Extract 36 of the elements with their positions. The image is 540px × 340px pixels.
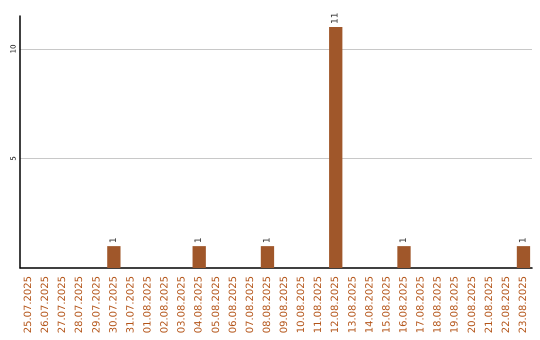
- data-label: 1: [108, 237, 119, 244]
- x-tick-label: 26.07.2025: [40, 276, 52, 334]
- x-tick-label: 30.07.2025: [108, 276, 120, 334]
- x-tick-label: 03.08.2025: [176, 276, 188, 334]
- x-tick-label: 21.08.2025: [484, 276, 495, 334]
- x-tick-label: 18.08.2025: [432, 276, 444, 334]
- x-tick-label: 31.07.2025: [125, 276, 136, 334]
- x-tick-label: 11.08.2025: [313, 276, 324, 334]
- x-tick-label: 25.07.2025: [23, 276, 34, 334]
- x-tick-label: 02.08.2025: [160, 276, 171, 334]
- x-tick-label: 28.07.2025: [74, 276, 86, 334]
- x-tick-label: 17.08.2025: [416, 276, 427, 334]
- x-tick-label: 22.08.2025: [500, 276, 512, 334]
- x-tick-label: 04.08.2025: [194, 276, 205, 334]
- data-label: 11: [330, 12, 341, 24]
- x-tick-label: 19.08.2025: [450, 276, 461, 334]
- x-tick-label: 29.07.2025: [91, 276, 102, 334]
- x-tick-label: 10.08.2025: [296, 276, 308, 334]
- data-label: 1: [518, 237, 528, 244]
- x-tick-label: 15.08.2025: [381, 276, 392, 334]
- x-tick-label: 20.08.2025: [466, 276, 478, 334]
- data-label: 1: [262, 237, 272, 244]
- x-tick-label: 01.08.2025: [142, 276, 154, 334]
- data-label: 1: [194, 237, 204, 244]
- x-tick-label: 07.08.2025: [244, 276, 256, 334]
- x-tick-label: 14.08.2025: [364, 276, 376, 334]
- x-tick-label: 09.08.2025: [279, 276, 290, 334]
- x-tick-label: 16.08.2025: [398, 276, 410, 334]
- x-tick-label: 06.08.2025: [228, 276, 239, 334]
- x-tick-label: 08.08.2025: [262, 276, 273, 334]
- x-tick-label: 13.08.2025: [347, 276, 358, 334]
- x-tick-label: 12.08.2025: [330, 276, 342, 334]
- x-tick-label: 05.08.2025: [210, 276, 222, 334]
- data-label: 1: [399, 237, 409, 244]
- x-tick-label: 27.07.2025: [57, 276, 68, 334]
- x-tick-label: 23.08.2025: [518, 276, 529, 334]
